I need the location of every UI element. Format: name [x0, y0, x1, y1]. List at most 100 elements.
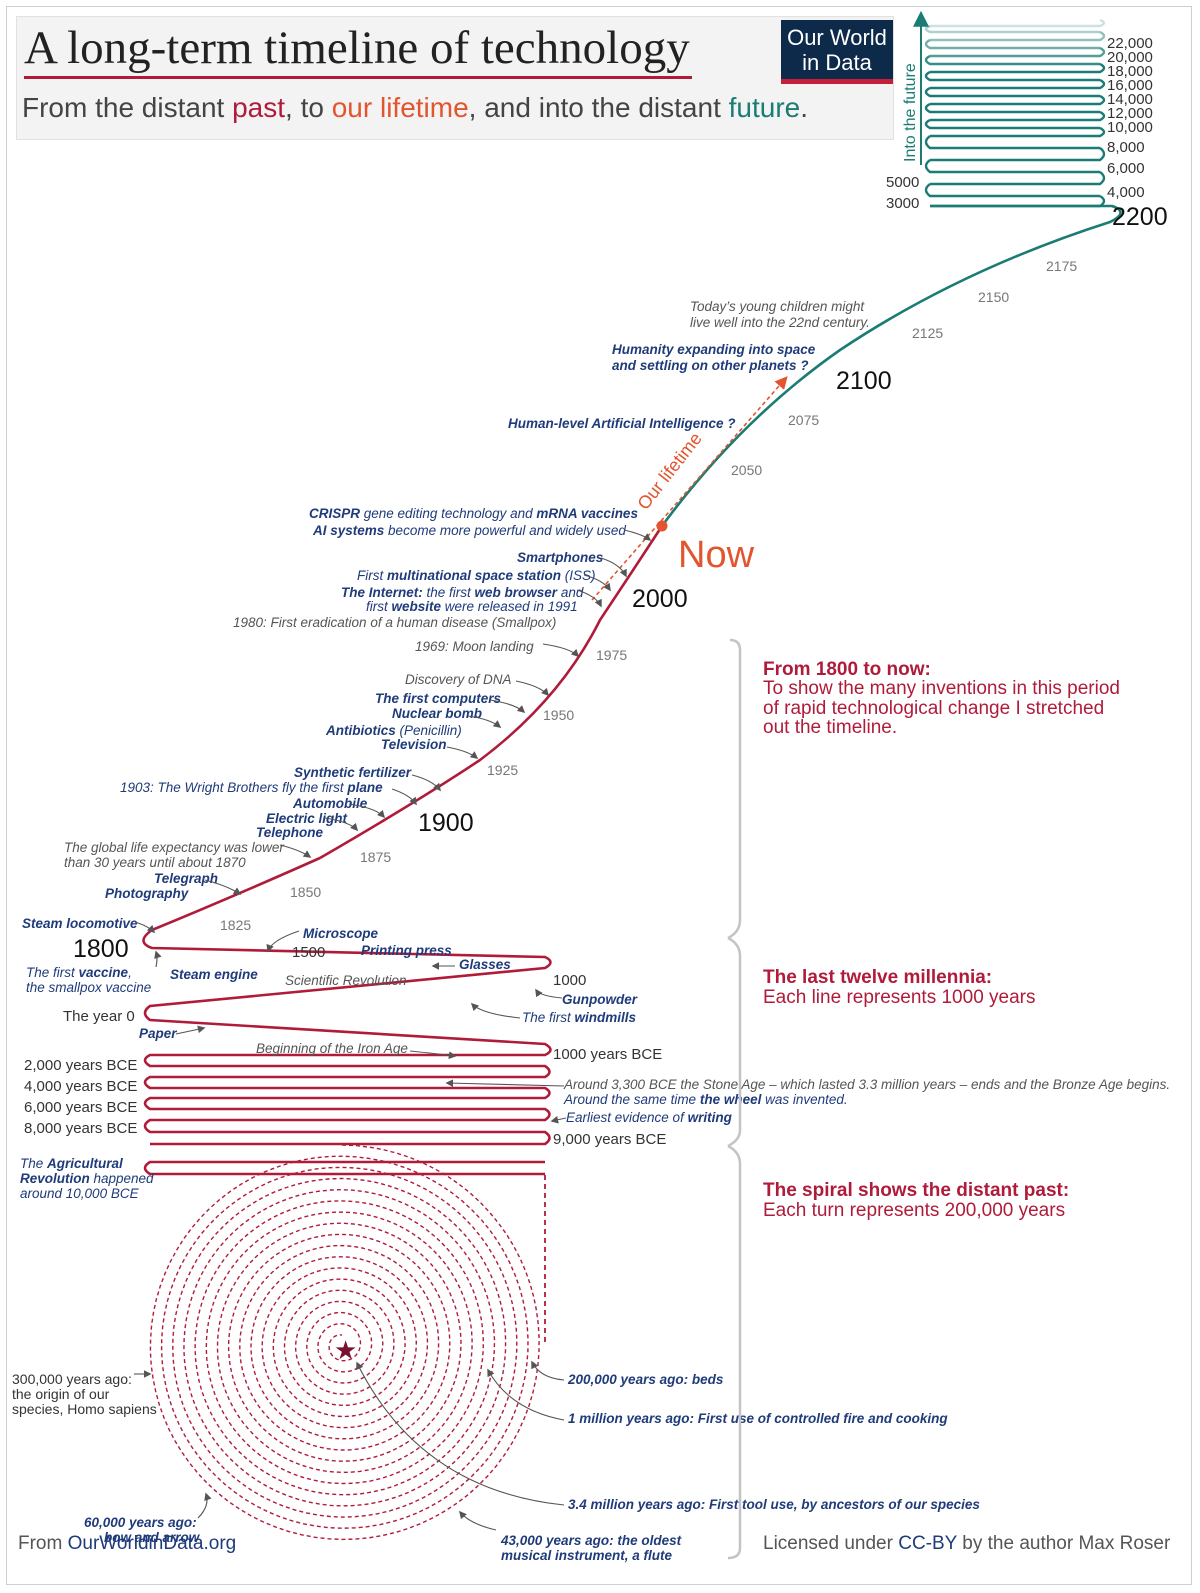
side-note-body: Each line represents 1000 years	[763, 987, 1036, 1008]
year-1800: 1800	[73, 935, 129, 963]
annotation-1000-bce: 1000 years BCE	[553, 1046, 662, 1063]
annotation-printing: Printing press	[361, 943, 452, 958]
annotation-flute: 43,000 years ago: the oldest	[500, 1533, 682, 1548]
annotation-vaccine: the smallpox vaccine	[26, 980, 151, 995]
millennia-zigzag-line	[142, 856, 552, 1176]
ann-text: The first	[26, 965, 79, 980]
ann-bold: plane	[346, 780, 383, 795]
subtitle-lifetime: our lifetime	[331, 92, 469, 123]
annotation-steam-engine: Steam engine	[170, 967, 258, 982]
ann-bold: Antibiotics	[325, 723, 396, 738]
annotation-dna: Discovery of DNA	[405, 672, 512, 687]
future-tick-left: 5000	[886, 174, 919, 191]
annotation-moon: 1969: Moon landing	[415, 639, 534, 654]
annotation-vaccine: The first vaccine,	[26, 965, 132, 980]
footer-source-link[interactable]: OurWorldinData.org	[67, 1533, 237, 1554]
ann-text: Around the same time	[563, 1092, 700, 1107]
annotation-agriculture: around 10,000 BCE	[20, 1186, 140, 1201]
footer-source: From OurWorldinData.org	[18, 1533, 236, 1555]
future-tick: 4,000	[1107, 184, 1145, 201]
annotation-9000-bce: 9,000 years BCE	[553, 1131, 666, 1148]
future-segment	[924, 118, 1100, 130]
annotation-arrows	[134, 529, 652, 1531]
ann-bold: windmills	[575, 1010, 637, 1025]
future-zigzag	[924, 18, 1106, 208]
subtitle-part: .	[800, 92, 809, 123]
year-tick: 1825	[220, 917, 251, 933]
year-tick: 2150	[978, 289, 1009, 305]
ann-text: happened	[90, 1171, 154, 1186]
annotation-sci-rev: Scientific Revolution	[285, 973, 407, 988]
future-tick-left: 3000	[886, 195, 919, 212]
annotation-writing: Earliest evidence of writing	[566, 1110, 733, 1125]
footer-license: Licensed under CC-BY by the author Max R…	[763, 1533, 1170, 1555]
subtitle-part: , to	[285, 92, 332, 123]
ann-text: and	[557, 585, 584, 600]
annotation-crispr: CRISPR gene editing technology and mRNA …	[309, 506, 638, 521]
year-tick: 2175	[1046, 258, 1077, 274]
side-note-body: Each turn represents 200,000 years	[763, 1200, 1065, 1221]
annotation-tools: 3.4 million years ago: First tool use, b…	[568, 1497, 980, 1512]
ann-bold: mRNA vaccines	[536, 506, 638, 521]
annotation-fertilizer: Synthetic fertilizer	[294, 765, 412, 780]
future-tick: 6,000	[1107, 160, 1145, 177]
subtitle-part: From the distant	[22, 92, 233, 123]
future-tick: 12,000	[1107, 105, 1153, 122]
lifetime-arrow	[591, 376, 788, 601]
annotation-computers: The first computers	[375, 691, 502, 706]
annotation-iss: First multinational space station (ISS)	[357, 568, 596, 583]
logo-line-2: in Data	[802, 50, 872, 75]
ann-bold: AI systems	[312, 523, 385, 538]
annotation-website: first website were released in 1991	[366, 599, 578, 614]
future-segment	[924, 86, 1100, 98]
annotation-ai-human: Human-level Artificial Intelligence ?	[508, 416, 736, 431]
owid-logo[interactable]: Our World in Data	[781, 20, 893, 84]
annotation-iron-age: Beginning of the Iron Age	[256, 1041, 408, 1056]
ann-text: first	[366, 599, 392, 614]
annotation-homo-sapiens: 300,000 years ago:	[12, 1371, 132, 1387]
page-title: A long-term timeline of technology	[24, 20, 692, 79]
annotation-young-children: Today’s young children might	[690, 299, 865, 314]
annotation-internet: The Internet: the first web browser and	[341, 585, 584, 600]
future-tick: 16,000	[1107, 77, 1153, 94]
annotation-agriculture: Revolution happened	[20, 1171, 154, 1186]
future-segment	[924, 54, 1100, 66]
annotation-agriculture: The Agricultural	[20, 1156, 123, 1171]
side-note-body: of rapid technological change I stretche…	[763, 698, 1104, 719]
year-1900: 1900	[418, 809, 474, 837]
annotation-electric: Electric light	[266, 811, 348, 826]
license-link[interactable]: CC-BY	[898, 1533, 957, 1554]
annotation-telephone: Telephone	[256, 825, 323, 840]
ann-text: (Penicillin)	[396, 723, 462, 738]
annotation-2000-bce: 2,000 years BCE	[24, 1057, 137, 1074]
ann-text: was invented.	[761, 1092, 847, 1107]
side-braces	[727, 638, 742, 1560]
subtitle-part: , and into the distant	[468, 92, 729, 123]
footer-prefix: From	[18, 1533, 68, 1554]
future-segment	[930, 126, 1106, 138]
ann-bold: vaccine	[79, 965, 129, 980]
annotation-telegraph: Telegraph	[154, 871, 218, 886]
ann-bold: Agricultural	[46, 1156, 123, 1171]
future-segment	[930, 147, 1106, 162]
future-segment	[930, 171, 1106, 186]
future-tick: 10,000	[1107, 119, 1153, 136]
annotation-life-expectancy: The global life expectancy was lower	[64, 840, 284, 855]
annotation-television: Television	[381, 737, 447, 752]
future-segment	[924, 102, 1100, 114]
ann-text: (ISS)	[561, 568, 596, 583]
ann-bold: Revolution	[20, 1171, 90, 1186]
subtitle-future: future	[728, 92, 801, 123]
year-tick: 1925	[487, 762, 518, 778]
ann-text: were released in 1991	[441, 599, 578, 614]
future-tick: 22,000	[1107, 35, 1153, 52]
ann-text: ,	[128, 965, 132, 980]
annotation-4000-bce: 4,000 years BCE	[24, 1078, 137, 1095]
annotation-fire: 1 million years ago: First use of contro…	[568, 1411, 948, 1426]
future-curve-line	[660, 204, 1122, 527]
annotation-homo-sapiens: the origin of our	[12, 1386, 110, 1402]
annotation-steam-locomotive: Steam locomotive	[22, 916, 138, 931]
annotation-homo-sapiens: species, Homo sapiens	[12, 1401, 157, 1417]
